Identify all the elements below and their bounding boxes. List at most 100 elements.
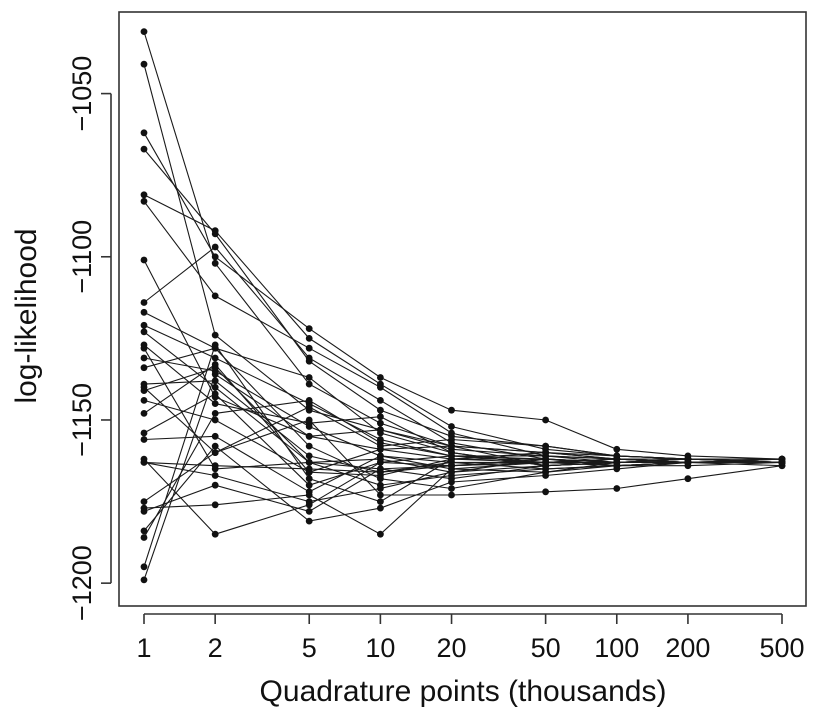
data-point <box>377 406 384 414</box>
data-point <box>140 429 148 437</box>
data-point <box>305 459 313 466</box>
y-tick-label: −1150 <box>67 383 97 457</box>
data-point <box>140 364 148 372</box>
data-point <box>305 508 313 515</box>
data-point <box>448 406 455 414</box>
x-tick-label: 20 <box>437 633 467 663</box>
data-point <box>377 530 384 538</box>
data-point <box>305 374 313 381</box>
data-point <box>140 28 148 35</box>
data-point <box>140 191 148 199</box>
data-point <box>305 416 313 424</box>
data-point <box>211 449 219 456</box>
data-point <box>140 321 148 329</box>
data-point <box>211 501 219 509</box>
data-point <box>211 259 219 267</box>
data-point <box>305 325 313 332</box>
y-axis-title: log-likelihood <box>10 228 43 403</box>
data-point <box>211 410 219 417</box>
x-tick-label: 500 <box>759 633 804 663</box>
data-point <box>448 436 455 443</box>
data-point <box>140 383 148 391</box>
data-point <box>305 475 313 483</box>
data-point <box>305 442 313 450</box>
data-point <box>140 308 148 316</box>
data-point <box>448 442 455 450</box>
data-point <box>377 426 384 434</box>
data-point <box>140 508 148 515</box>
x-tick-label: 100 <box>594 633 639 663</box>
data-point <box>448 452 455 460</box>
data-point <box>140 344 148 352</box>
data-point <box>613 445 621 453</box>
data-point <box>211 354 219 362</box>
plot-frame <box>118 11 807 607</box>
data-point <box>542 416 549 424</box>
series-line-5 <box>143 194 782 460</box>
data-point <box>448 423 455 430</box>
data-point <box>305 397 313 404</box>
data-point <box>140 145 148 153</box>
data-point <box>377 442 384 450</box>
data-point <box>305 335 313 342</box>
data-point <box>140 498 148 505</box>
series-line-7 <box>143 259 782 463</box>
data-point <box>448 485 455 492</box>
data-point <box>377 504 384 512</box>
data-point <box>377 397 384 404</box>
data-point <box>140 328 148 336</box>
x-tick-label: 50 <box>531 633 561 663</box>
data-point <box>305 423 313 430</box>
data-point <box>140 534 148 541</box>
data-point <box>211 292 219 300</box>
data-point <box>140 455 148 463</box>
data-point <box>211 442 219 450</box>
data-point <box>211 377 219 385</box>
y-tick-label: −1050 <box>67 56 97 132</box>
x-axis: 1 2 5 10 20 50 100 200 500 <box>136 613 805 663</box>
data-point <box>542 462 549 470</box>
data-point <box>305 491 313 499</box>
data-point <box>140 527 148 535</box>
data-point <box>305 403 313 411</box>
data-point <box>684 459 692 466</box>
series-line-9 <box>143 311 783 467</box>
data-point <box>377 498 384 505</box>
data-point <box>140 60 148 68</box>
series-line-6 <box>143 200 783 463</box>
data-point <box>305 501 313 509</box>
data-point <box>211 253 219 261</box>
y-tick-label: −1100 <box>67 220 97 294</box>
data-point <box>305 432 313 440</box>
data-point <box>140 299 148 306</box>
data-point <box>305 344 313 352</box>
data-point <box>305 517 313 525</box>
series-line-24 <box>143 461 782 535</box>
x-axis-title: Quadrature points (thousands) <box>260 675 667 708</box>
data-point <box>448 478 455 486</box>
series-line-1 <box>143 31 782 460</box>
data-point <box>140 576 148 584</box>
data-point <box>211 465 219 473</box>
data-point <box>377 419 384 427</box>
y-axis: −1200 −1150 −1100 −1050 <box>67 56 112 621</box>
data-point <box>211 243 219 251</box>
data-point <box>211 370 219 378</box>
series-line-2 <box>143 64 783 463</box>
data-point <box>542 488 549 496</box>
data-point <box>140 397 148 404</box>
data-point <box>211 416 219 424</box>
x-tick-label: 200 <box>665 633 710 663</box>
series-lines <box>143 31 783 581</box>
data-point <box>211 400 219 407</box>
data-point <box>140 563 148 571</box>
data-point <box>140 410 148 417</box>
data-point <box>305 481 313 489</box>
data-point <box>448 468 455 476</box>
data-point <box>305 452 313 460</box>
data-point <box>211 472 219 479</box>
data-point <box>211 481 219 489</box>
series-line-4 <box>143 148 783 463</box>
data-point <box>140 436 148 443</box>
